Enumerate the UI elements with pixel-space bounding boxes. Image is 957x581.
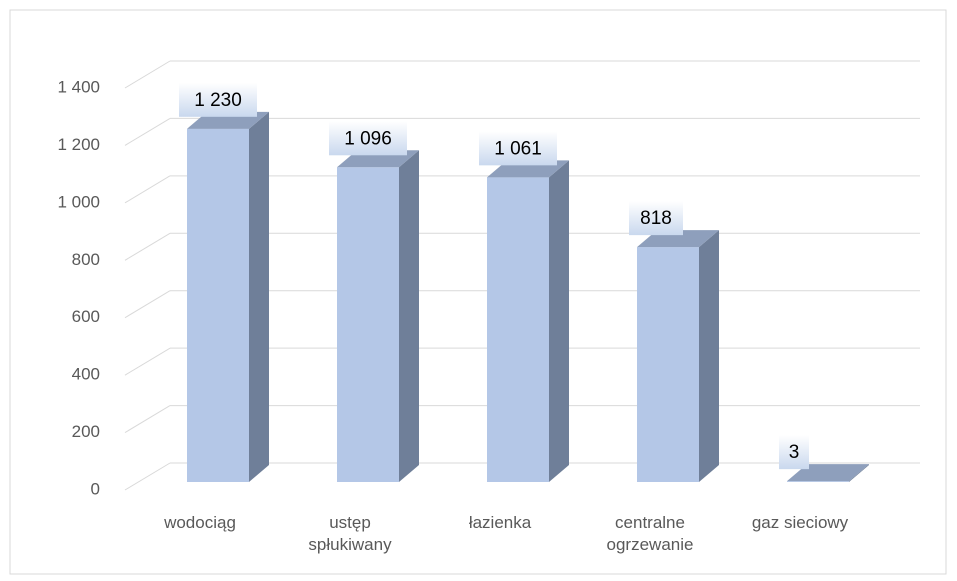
y-tick-label: 800 (72, 250, 100, 269)
x-tick-label: gaz sieciowy (751, 513, 849, 532)
grid-line-side (124, 462, 171, 491)
grid-line-side (124, 290, 171, 319)
value-label: 1 096 (344, 128, 392, 149)
value-label: 1 230 (194, 90, 242, 111)
grid-line-side (124, 60, 171, 89)
bar (637, 247, 699, 482)
bar-side (549, 160, 569, 482)
x-tick-label: centralne ogrzewanie (606, 513, 694, 554)
value-label-box (629, 201, 683, 236)
y-tick-label: 0 (91, 479, 100, 498)
bar-side (399, 150, 419, 482)
bar-side (699, 230, 719, 482)
value-label: 3 (789, 442, 800, 463)
grid-line-side (124, 232, 171, 261)
y-tick-label: 600 (72, 307, 100, 326)
y-tick-label: 1 000 (57, 192, 100, 211)
value-label-box (179, 82, 257, 117)
y-tick-label: 400 (72, 365, 100, 384)
grid-line-side (124, 405, 171, 434)
bar (787, 481, 849, 482)
value-label-box (329, 121, 407, 156)
bar (487, 177, 549, 482)
x-tick-label: łazienka (468, 513, 532, 532)
grid-line-side (124, 175, 171, 204)
value-label: 1 061 (494, 138, 542, 159)
bar (337, 167, 399, 482)
bar (187, 128, 249, 483)
value-label: 818 (640, 208, 672, 229)
y-tick-label: 1 200 (57, 135, 100, 154)
y-tick-label: 1 400 (57, 77, 100, 96)
value-label-box (479, 131, 557, 166)
bar-side (849, 464, 869, 482)
grid-line-side (124, 117, 171, 146)
grid-line-side (124, 347, 171, 376)
x-tick-label: ustęp spłukiwany (308, 513, 392, 554)
y-tick-label: 200 (72, 422, 100, 441)
x-tick-label: wodociąg (164, 513, 236, 532)
chart-border (9, 9, 947, 575)
value-label-box (779, 435, 809, 470)
bar-side (249, 111, 269, 483)
